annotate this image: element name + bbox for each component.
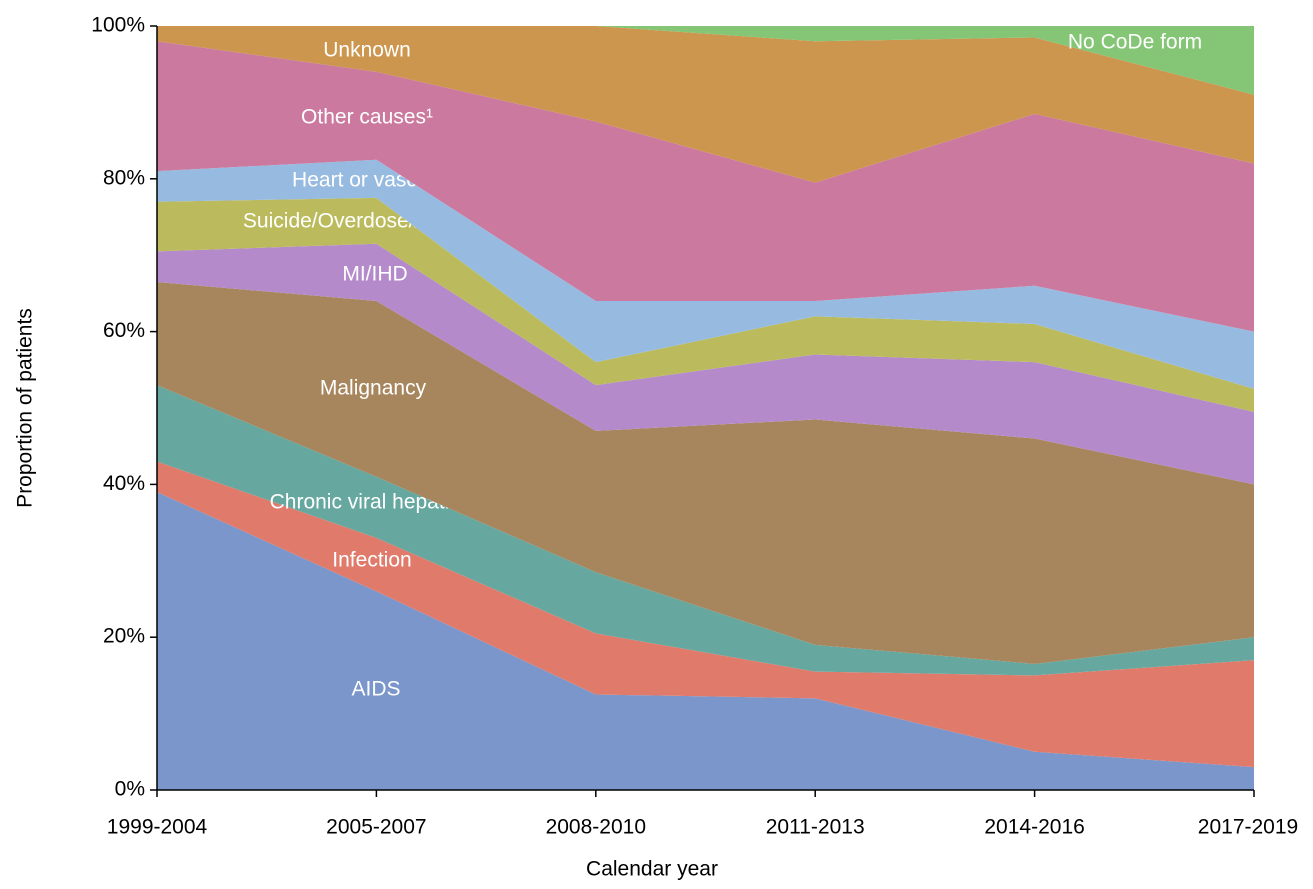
area (157, 197, 1254, 412)
area (157, 26, 1254, 183)
area (157, 26, 1254, 95)
axes: 0% 20% 40% 60% 80% 100% 1999-2004 2005-2007 2008… (91, 14, 1298, 839)
y-tick-label: 60% (103, 319, 145, 342)
y-tick-label: 40% (103, 472, 145, 495)
x-axis-title: Calendar year (586, 858, 718, 881)
area-label: AIDS (351, 678, 400, 701)
area-label: Unknown (323, 39, 411, 62)
x-tick-label: 2005-2007 (326, 816, 426, 839)
area (157, 385, 1254, 676)
y-axis-title: Proportion of patients (14, 308, 37, 508)
y-tick-label: 100% (91, 14, 145, 37)
area-label: Chronic viral hepatitis (270, 491, 471, 514)
area (157, 461, 1254, 768)
area-label: Malignancy (320, 377, 427, 400)
area (157, 243, 1254, 485)
area-label: Infection (332, 549, 411, 572)
area (157, 492, 1254, 790)
y-tick-label: 20% (103, 625, 145, 648)
x-tick-label: 2017-2019 (1198, 816, 1298, 839)
x-tick-label: 1999-2004 (107, 816, 208, 839)
areas: AIDS Infection Chronic viral hepatitis Mali… (157, 26, 1254, 790)
area-label: Other causes¹ (301, 106, 433, 129)
area (157, 41, 1254, 332)
area (157, 281, 1254, 664)
x-tick-label: 2011-2013 (766, 816, 865, 839)
area (157, 159, 1254, 389)
x-tick-label: 2014-2016 (984, 816, 1084, 839)
area-label: MI/IHD (342, 263, 407, 286)
y-tick-label: 80% (103, 166, 145, 189)
y-tick-label: 0% (115, 778, 145, 801)
x-tick-label: 2008-2010 (546, 816, 646, 839)
area-label: No CoDe form (1068, 31, 1202, 54)
